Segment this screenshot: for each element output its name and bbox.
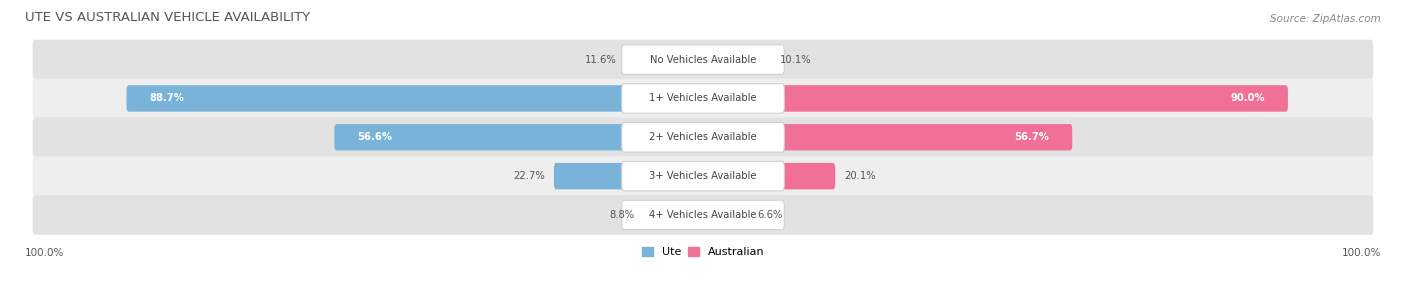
Text: 11.6%: 11.6% <box>585 55 617 65</box>
Text: 1+ Vehicles Available: 1+ Vehicles Available <box>650 94 756 104</box>
FancyBboxPatch shape <box>32 156 1374 196</box>
Text: No Vehicles Available: No Vehicles Available <box>650 55 756 65</box>
Text: 6.6%: 6.6% <box>756 210 782 220</box>
FancyBboxPatch shape <box>621 200 785 230</box>
Text: 90.0%: 90.0% <box>1230 94 1265 104</box>
Text: 100.0%: 100.0% <box>1341 249 1381 259</box>
Text: 3+ Vehicles Available: 3+ Vehicles Available <box>650 171 756 181</box>
Text: 4+ Vehicles Available: 4+ Vehicles Available <box>650 210 756 220</box>
FancyBboxPatch shape <box>626 46 704 73</box>
FancyBboxPatch shape <box>644 202 704 228</box>
Text: 56.6%: 56.6% <box>357 132 392 142</box>
Text: 10.1%: 10.1% <box>779 55 811 65</box>
FancyBboxPatch shape <box>32 40 1374 80</box>
FancyBboxPatch shape <box>335 124 704 150</box>
FancyBboxPatch shape <box>32 195 1374 235</box>
Text: UTE VS AUSTRALIAN VEHICLE AVAILABILITY: UTE VS AUSTRALIAN VEHICLE AVAILABILITY <box>25 11 311 24</box>
FancyBboxPatch shape <box>702 124 1073 150</box>
Text: 22.7%: 22.7% <box>513 171 546 181</box>
Legend: Ute, Australian: Ute, Australian <box>637 242 769 261</box>
Text: 100.0%: 100.0% <box>25 249 65 259</box>
Text: 8.8%: 8.8% <box>610 210 636 220</box>
FancyBboxPatch shape <box>32 79 1374 118</box>
FancyBboxPatch shape <box>32 118 1374 157</box>
Text: 56.7%: 56.7% <box>1015 132 1049 142</box>
FancyBboxPatch shape <box>621 122 785 152</box>
FancyBboxPatch shape <box>702 85 1288 112</box>
Text: 2+ Vehicles Available: 2+ Vehicles Available <box>650 132 756 142</box>
FancyBboxPatch shape <box>127 85 704 112</box>
FancyBboxPatch shape <box>621 45 785 74</box>
FancyBboxPatch shape <box>621 161 785 191</box>
Text: 20.1%: 20.1% <box>844 171 876 181</box>
FancyBboxPatch shape <box>621 84 785 113</box>
FancyBboxPatch shape <box>554 163 704 189</box>
FancyBboxPatch shape <box>702 46 770 73</box>
FancyBboxPatch shape <box>702 163 835 189</box>
Text: Source: ZipAtlas.com: Source: ZipAtlas.com <box>1270 14 1381 24</box>
FancyBboxPatch shape <box>702 202 748 228</box>
Text: 88.7%: 88.7% <box>149 94 184 104</box>
